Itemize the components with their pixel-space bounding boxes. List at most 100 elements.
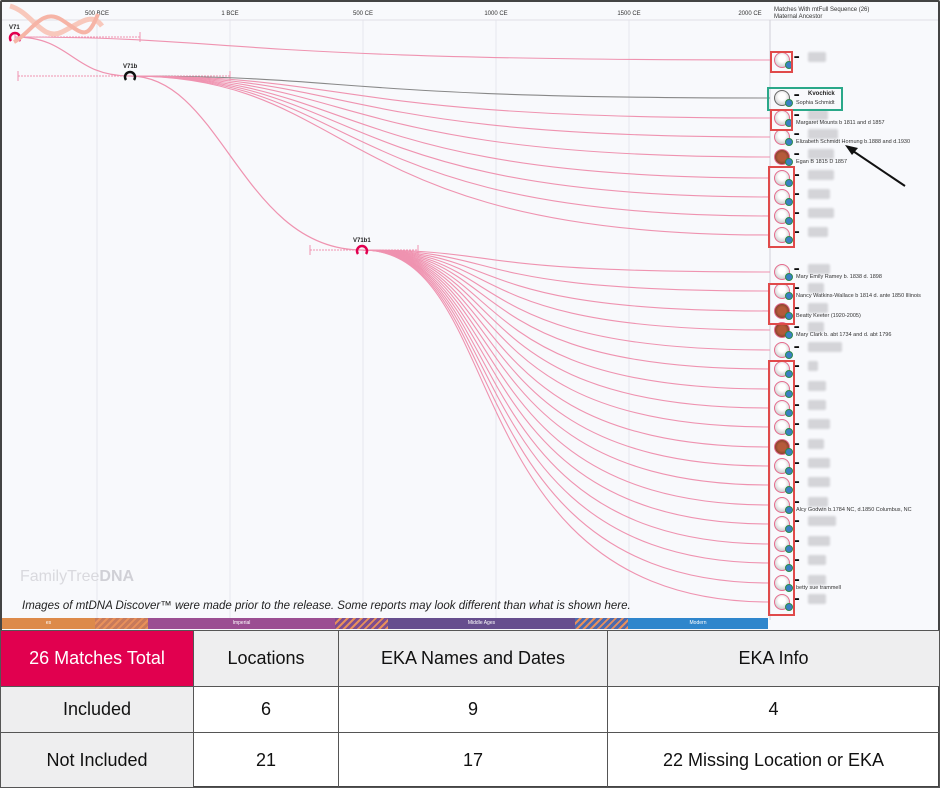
match-item[interactable]: •••• bbox=[772, 381, 938, 399]
earliest-known-ancestor: Margaret Mounts b 1811 and d 1857 bbox=[796, 120, 885, 126]
match-line bbox=[129, 75, 771, 119]
highlight-box-red bbox=[770, 109, 793, 131]
match-line bbox=[361, 249, 771, 409]
globe-icon bbox=[785, 351, 793, 359]
match-line bbox=[361, 249, 771, 312]
blurred-name bbox=[808, 129, 838, 139]
axis-tick-label: 500 CE bbox=[352, 11, 374, 17]
blurred-name bbox=[808, 575, 826, 585]
era-bar: es Imperial Middle Ages Modern bbox=[2, 618, 768, 629]
match-item[interactable]: •••• bbox=[772, 361, 938, 379]
match-item[interactable]: •••• bbox=[772, 400, 938, 418]
earliest-known-ancestor: Nancy Watkins-Wallace b 1814 d. ante 185… bbox=[796, 293, 921, 299]
axis-tick-label: 1000 CE bbox=[484, 11, 508, 17]
match-line bbox=[361, 249, 771, 545]
kit-mask: •••• bbox=[794, 325, 800, 331]
match-line bbox=[361, 249, 771, 584]
kit-mask: •••• bbox=[794, 286, 800, 292]
blurred-name bbox=[808, 208, 834, 218]
match-item[interactable]: •••• bbox=[772, 439, 938, 457]
blurred-name bbox=[808, 283, 824, 293]
match-item[interactable]: •••• bbox=[772, 458, 938, 476]
match-item[interactable]: •••• Alcy Godwin b.1784 NC, d.1850 Columb… bbox=[772, 497, 938, 515]
era-segment: Imperial bbox=[148, 618, 335, 629]
match-line bbox=[361, 249, 771, 525]
globe-icon bbox=[785, 428, 793, 436]
match-line bbox=[14, 36, 771, 61]
blurred-name bbox=[808, 322, 824, 332]
node-label-v71: V71 bbox=[9, 25, 20, 31]
globe-icon bbox=[785, 312, 793, 320]
match-line bbox=[129, 75, 771, 198]
match-item[interactable]: •••• Mary Emily Ramey b. 1838 d. 1898 bbox=[772, 264, 938, 282]
blurred-name bbox=[808, 419, 830, 429]
globe-icon bbox=[785, 198, 793, 206]
match-item[interactable]: •••• Nancy Watkins-Wallace b 1814 d. ante… bbox=[772, 283, 938, 301]
match-line bbox=[129, 75, 771, 217]
axis-tick-label: 2000 CE bbox=[738, 11, 762, 17]
haplogroup-node-icon[interactable] bbox=[355, 244, 369, 255]
era-segment bbox=[335, 618, 388, 629]
match-item[interactable]: •••• betty sue trammell bbox=[772, 575, 938, 593]
blurred-name bbox=[808, 110, 828, 120]
blurred-name bbox=[808, 516, 836, 526]
earliest-known-ancestor: Mary Clark b. abt 1734 and d. abt 1796 bbox=[796, 332, 892, 338]
highlight-box-red bbox=[768, 283, 795, 325]
match-item[interactable]: •••• bbox=[772, 189, 938, 207]
era-segment bbox=[95, 618, 148, 629]
match-item[interactable]: •••• bbox=[772, 227, 938, 245]
node-label-v71b1: V71b1 bbox=[353, 238, 371, 244]
globe-icon bbox=[785, 564, 793, 572]
match-item[interactable]: •••• bbox=[772, 52, 938, 70]
globe-icon bbox=[785, 409, 793, 417]
blurred-name bbox=[808, 458, 830, 468]
mtdna-discover-time-tree: 500 BCE 1 BCE 500 CE 1000 CE 1500 CE 2000 CE … bbox=[2, 2, 938, 630]
globe-icon bbox=[785, 486, 793, 494]
match-line bbox=[129, 75, 771, 138]
match-item[interactable]: •••• Elizabeth Schmidt Hornung b.1888 and… bbox=[772, 129, 938, 147]
globe-icon bbox=[785, 99, 793, 107]
match-item[interactable]: •••• bbox=[772, 536, 938, 554]
kit-mask: •••• bbox=[794, 132, 800, 138]
blurred-name bbox=[808, 342, 842, 352]
axis-tick-label: 1500 CE bbox=[617, 11, 641, 17]
globe-icon bbox=[785, 584, 793, 592]
kit-mask: •••• bbox=[794, 345, 800, 351]
globe-icon bbox=[785, 448, 793, 456]
earliest-known-ancestor: Egan B 1815 D 1857 bbox=[796, 159, 848, 165]
row-label-included: Included bbox=[0, 686, 194, 733]
kit-mask: •••• bbox=[794, 113, 800, 119]
match-line bbox=[361, 249, 771, 564]
cell-included-locations: 6 bbox=[193, 686, 339, 733]
highlight-box-red bbox=[768, 360, 795, 616]
kit-mask: •••• bbox=[794, 442, 800, 448]
match-item[interactable]: •••• bbox=[772, 208, 938, 226]
kit-mask: •••• bbox=[794, 152, 800, 158]
haplogroup-node-icon[interactable] bbox=[123, 70, 137, 81]
node-label-v71b: V71b bbox=[123, 64, 138, 70]
globe-icon bbox=[785, 331, 793, 339]
match-item[interactable]: •••• bbox=[772, 170, 938, 188]
total-matches-cell: 26 Matches Total bbox=[0, 630, 194, 687]
matches-header: Matches With mtFull Sequence (26) Matern… bbox=[774, 7, 869, 21]
earliest-known-ancestor: Alcy Godwin b.1784 NC, d.1850 Columbus, … bbox=[796, 507, 912, 513]
match-line bbox=[129, 75, 771, 236]
match-item[interactable]: •••• bbox=[772, 594, 938, 612]
kit-mask: •••• bbox=[794, 364, 800, 370]
match-item[interactable]: •••• Margaret Mounts b 1811 and d 1857 bbox=[772, 110, 938, 128]
row-label-not-included: Not Included bbox=[0, 732, 194, 788]
kit-name: Kvochick bbox=[808, 91, 835, 97]
match-item[interactable]: •••• Mary Clark b. abt 1734 and d. abt 17… bbox=[772, 322, 938, 340]
kit-mask: •••• bbox=[794, 192, 800, 198]
branch-line bbox=[129, 75, 363, 251]
cell-included-eka-names: 9 bbox=[338, 686, 608, 733]
match-item[interactable]: •••• bbox=[772, 342, 938, 360]
match-item[interactable]: •••• bbox=[772, 516, 938, 534]
blurred-name bbox=[808, 361, 818, 371]
match-item[interactable]: •••• Beatty Keeter (1920-2005) bbox=[772, 303, 938, 321]
match-item[interactable]: •••• bbox=[772, 419, 938, 437]
match-item[interactable]: •••• Egan B 1815 D 1857 bbox=[772, 149, 938, 167]
match-item[interactable]: •••• Kvochick Sophia Schmidt bbox=[772, 90, 938, 108]
match-item[interactable]: •••• bbox=[772, 477, 938, 495]
match-item[interactable]: •••• bbox=[772, 555, 938, 573]
